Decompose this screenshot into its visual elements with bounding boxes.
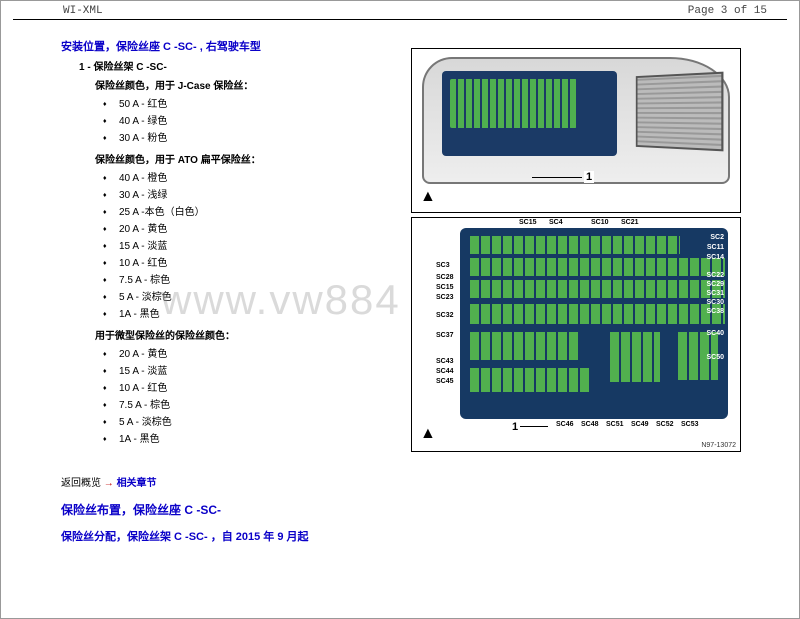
sc-label: SC11 bbox=[707, 244, 724, 251]
list-item: 15 A - 淡蓝 bbox=[119, 238, 391, 255]
sc-label: SC30 bbox=[706, 299, 724, 306]
sc-label: SC15 bbox=[518, 219, 538, 226]
list-item: 5 A - 淡棕色 bbox=[119, 414, 391, 431]
sc-label: SC52 bbox=[655, 421, 675, 428]
sc-label: SC44 bbox=[436, 368, 454, 375]
doc-id: WI-XML bbox=[63, 5, 103, 17]
fuse-row bbox=[470, 236, 680, 254]
sc-label: SC28 bbox=[436, 274, 454, 281]
list-item: 15 A - 淡蓝 bbox=[119, 363, 391, 380]
sc-label: SC45 bbox=[436, 378, 454, 385]
section-heading-layout: 保险丝布置，保险丝座 C -SC- bbox=[61, 501, 769, 518]
page-header: WI-XML Page 3 of 15 bbox=[13, 1, 787, 20]
sc-label: SC38 bbox=[706, 308, 724, 315]
radiator-graphic bbox=[636, 72, 724, 152]
diagram-column: ▲ 1 SC15 SC4 SC10 SC21 SC2 SC1 bbox=[411, 38, 769, 456]
list-item: 20 A - 黄色 bbox=[119, 221, 391, 238]
item-1-label: 1 - 保险丝架 C -SC- bbox=[79, 58, 391, 73]
list-item: 40 A - 绿色 bbox=[119, 113, 391, 130]
sc-label: SC3 bbox=[436, 262, 450, 269]
sc-label: SC48 bbox=[580, 421, 600, 428]
callout-1: 1 bbox=[510, 421, 520, 433]
sc-label: SC49 bbox=[630, 421, 650, 428]
list-item: 5 A - 淡棕色 bbox=[119, 289, 391, 306]
list-item: 40 A - 橙色 bbox=[119, 170, 391, 187]
list-item: 10 A - 红色 bbox=[119, 380, 391, 397]
north-arrow-icon: ▲ bbox=[420, 188, 436, 206]
sc-label: SC50 bbox=[706, 354, 724, 361]
section-heading-assignment: 保险丝分配，保险丝架 C -SC- ，自 2015 年 9 月起 bbox=[61, 528, 769, 544]
page-number: Page 3 of 15 bbox=[688, 5, 767, 17]
sc-label: SC37 bbox=[436, 332, 454, 339]
sc-label: SC51 bbox=[605, 421, 625, 428]
sc-label: SC31 bbox=[706, 290, 724, 297]
sc-label: SC10 bbox=[590, 219, 610, 226]
list-item: 7.5 A - 棕色 bbox=[119, 397, 391, 414]
return-text: 返回概览 bbox=[61, 478, 101, 489]
list-item: 50 A - 红色 bbox=[119, 96, 391, 113]
sc-label: SC53 bbox=[680, 421, 700, 428]
list-item: 1A - 黑色 bbox=[119, 306, 391, 323]
list-item: 20 A - 黄色 bbox=[119, 346, 391, 363]
fuse-block bbox=[610, 332, 660, 382]
pcb-outline: SC15 SC4 SC10 SC21 SC2 SC11 SC14 SC3 SC2… bbox=[460, 228, 728, 419]
fuse-holder-graphic bbox=[442, 71, 617, 156]
ato-list: 40 A - 橙色 30 A - 浅绿 25 A -本色（白色） 20 A - … bbox=[119, 170, 391, 323]
diagram-fuse-layout: SC15 SC4 SC10 SC21 SC2 SC11 SC14 SC3 SC2… bbox=[411, 217, 741, 452]
list-item: 1A - 黑色 bbox=[119, 431, 391, 448]
fuse-row bbox=[470, 332, 580, 360]
fuse-row bbox=[470, 280, 725, 298]
list-item: 7.5 A - 棕色 bbox=[119, 272, 391, 289]
list-item: 30 A - 浅绿 bbox=[119, 187, 391, 204]
arrow-icon: → bbox=[104, 478, 114, 489]
leader-line bbox=[532, 177, 582, 178]
section-title: 安装位置，保险丝座 C -SC- , 右驾驶车型 bbox=[61, 38, 391, 54]
sc-label: SC29 bbox=[706, 281, 724, 288]
sc-label: SC21 bbox=[620, 219, 640, 226]
sc-label: SC23 bbox=[436, 294, 454, 301]
sc-label: SC22 bbox=[706, 272, 724, 279]
list-item: 30 A - 粉色 bbox=[119, 130, 391, 147]
mini-list: 20 A - 黄色 15 A - 淡蓝 10 A - 红色 7.5 A - 棕色… bbox=[119, 346, 391, 448]
main-content: 安装位置，保险丝座 C -SC- , 右驾驶车型 1 - 保险丝架 C -SC-… bbox=[1, 20, 799, 456]
sc-label: SC43 bbox=[436, 358, 454, 365]
fuse-row bbox=[470, 258, 725, 276]
jcase-heading: 保险丝颜色，用于 J-Case 保险丝： bbox=[95, 77, 391, 92]
sc-label: SC15 bbox=[436, 284, 454, 291]
leader-line bbox=[520, 426, 548, 427]
ato-heading: 保险丝颜色，用于 ATO 扁平保险丝： bbox=[95, 151, 391, 166]
sc-label: SC32 bbox=[436, 312, 454, 319]
sc-label: SC46 bbox=[555, 421, 575, 428]
callout-1: 1 bbox=[584, 171, 594, 183]
jcase-list: 50 A - 红色 40 A - 绿色 30 A - 粉色 bbox=[119, 96, 391, 147]
list-item: 10 A - 红色 bbox=[119, 255, 391, 272]
sc-label: SC4 bbox=[548, 219, 564, 226]
sc-label: SC14 bbox=[706, 254, 724, 261]
sc-label: SC2 bbox=[710, 234, 724, 241]
bottom-sections: 返回概览 → 相关章节 保险丝布置，保险丝座 C -SC- 保险丝分配，保险丝架… bbox=[1, 474, 799, 544]
diagram-location: ▲ 1 bbox=[411, 48, 741, 213]
north-arrow-icon: ▲ bbox=[420, 425, 436, 443]
sc-label: SC40 bbox=[706, 330, 724, 337]
list-item: 25 A -本色（白色） bbox=[119, 204, 391, 221]
related-chapter-link[interactable]: 相关章节 bbox=[117, 478, 157, 489]
fuse-row bbox=[470, 368, 590, 392]
return-overview-line: 返回概览 → 相关章节 bbox=[61, 474, 769, 489]
mini-heading: 用于微型保险丝的保险丝颜色： bbox=[95, 327, 391, 342]
text-column: 安装位置，保险丝座 C -SC- , 右驾驶车型 1 - 保险丝架 C -SC-… bbox=[61, 38, 391, 456]
diagram-reference: N97-13072 bbox=[701, 442, 736, 449]
fuse-row bbox=[470, 304, 725, 324]
